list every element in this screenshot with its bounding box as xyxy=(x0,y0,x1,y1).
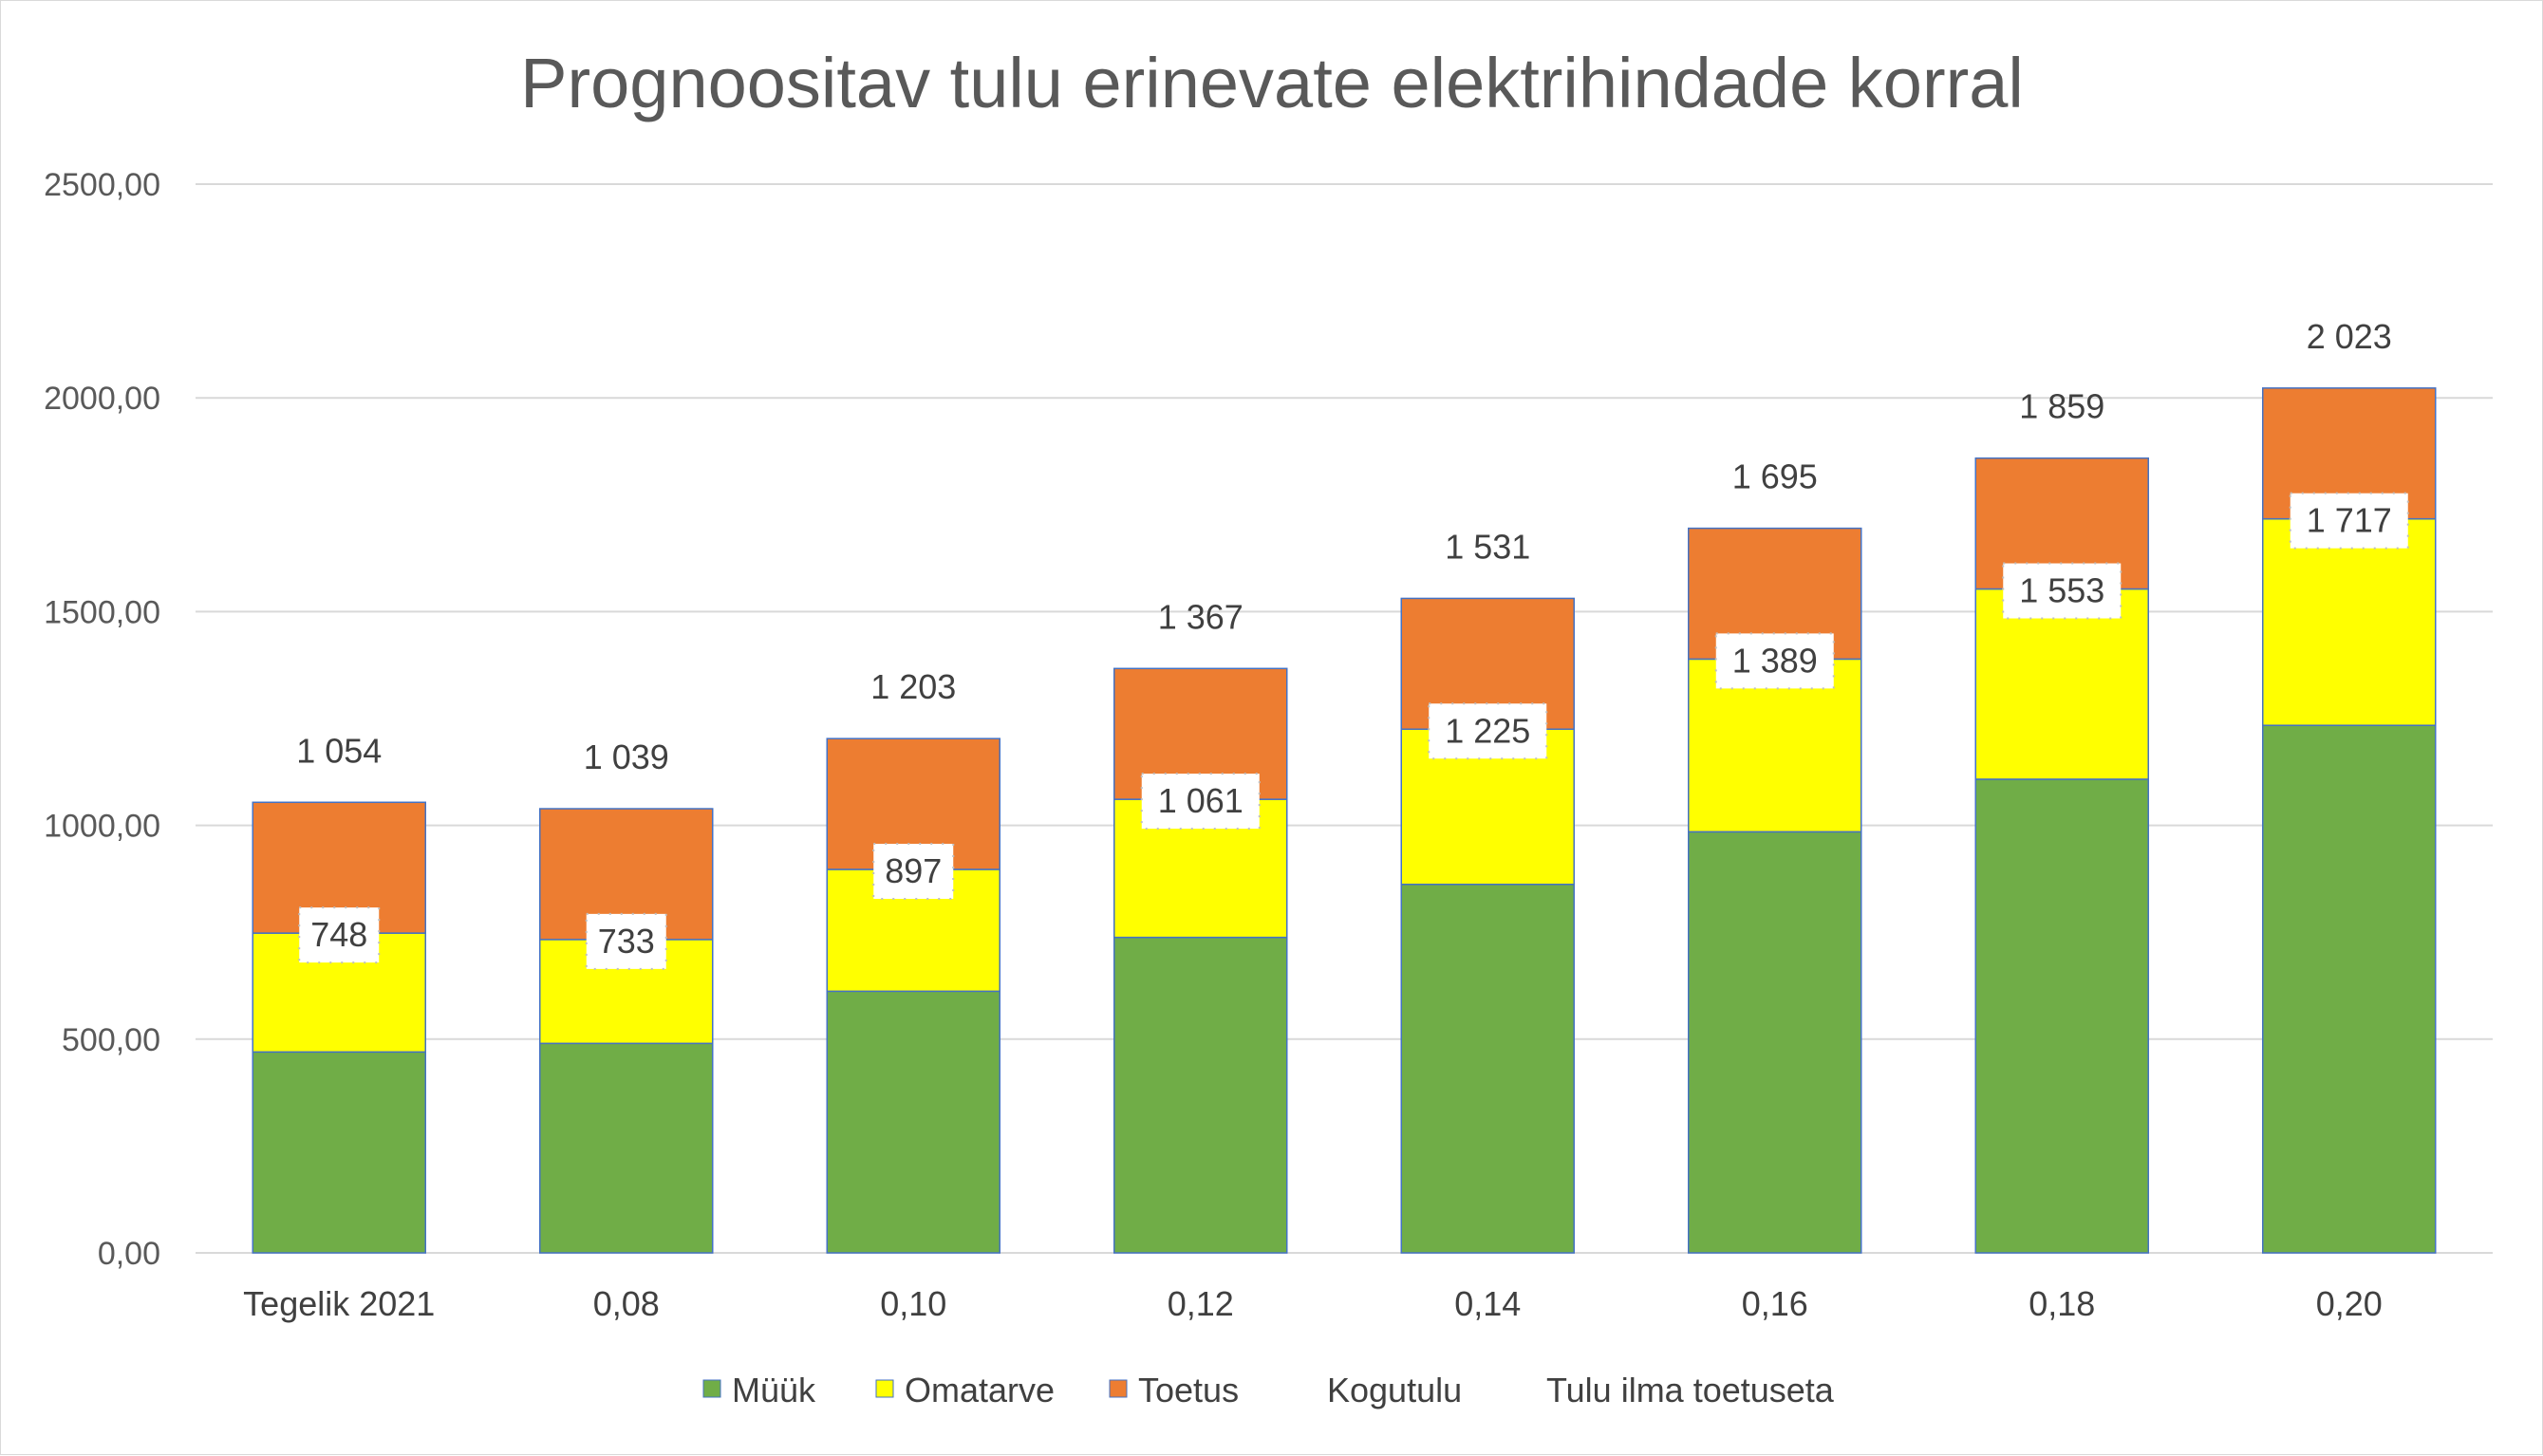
bar-segment-müük xyxy=(1688,831,1862,1254)
subtotal-label: 733 xyxy=(598,922,655,961)
subtotal-label: 1 553 xyxy=(2019,571,2104,610)
y-tick-label: 1000,00 xyxy=(44,809,160,845)
subtotal-label-box xyxy=(585,912,667,970)
subtotal-label: 897 xyxy=(885,851,942,890)
subtotal-label-box xyxy=(298,906,381,964)
legend-swatch xyxy=(702,1379,721,1398)
subtotal-label: 748 xyxy=(310,915,367,954)
subtotal-label: 1 389 xyxy=(1732,641,1818,680)
total-label: 1 695 xyxy=(1732,457,1818,496)
x-tick-label: 0,10 xyxy=(880,1284,946,1323)
y-tick-label: 0,00 xyxy=(98,1236,160,1272)
bar-segment-müük xyxy=(1113,936,1288,1254)
x-tick-label: 0,08 xyxy=(593,1284,660,1323)
subtotal-label: 1 061 xyxy=(1158,781,1243,820)
total-label: 1 531 xyxy=(1445,527,1530,566)
legend-label: Kogutulu xyxy=(1327,1371,1462,1409)
total-label: 1 367 xyxy=(1158,597,1243,636)
y-tick-label: 2000,00 xyxy=(44,381,160,417)
legend-swatch xyxy=(875,1379,894,1398)
subtotal-label-box xyxy=(1140,773,1261,831)
x-tick-label: 0,18 xyxy=(2029,1284,2095,1323)
x-tick-label: 0,14 xyxy=(1454,1284,1521,1323)
total-label: 1 039 xyxy=(584,737,669,776)
subtotal-label: 1 717 xyxy=(2307,501,2392,540)
legend-label: Toetus xyxy=(1138,1371,1239,1409)
total-label: 1 203 xyxy=(870,667,956,706)
bar-segment-müük xyxy=(1974,778,2149,1254)
legend-label: Tulu ilma toetuseta xyxy=(1546,1371,1835,1409)
bar-segment-müük xyxy=(2262,724,2437,1254)
chart-title: Prognoositav tulu erinevate elektrihinda… xyxy=(520,44,2024,122)
legend-label: Müük xyxy=(732,1371,816,1409)
subtotal-label-box xyxy=(1428,702,1548,760)
bar-segment-omatarve xyxy=(1974,588,2149,780)
subtotal-label-box xyxy=(872,842,955,900)
x-tick-label: Tegelik 2021 xyxy=(243,1284,435,1323)
bars xyxy=(252,387,2437,1254)
x-tick-label: 0,20 xyxy=(2316,1284,2383,1323)
subtotal-label-box xyxy=(1714,632,1835,690)
x-axis-ticks: Tegelik 2021 0,08 0,10 0,12 0,14 0,16 0,18 0,20 xyxy=(243,1284,2383,1323)
x-tick-label: 0,12 xyxy=(1168,1284,1234,1323)
bar-segment-omatarve xyxy=(2262,517,2437,726)
legend-label: Omatarve xyxy=(905,1371,1055,1409)
total-label: 1 054 xyxy=(296,731,382,770)
bar-segment-müük xyxy=(539,1042,714,1254)
subtotal-label: 1 225 xyxy=(1445,711,1530,750)
y-tick-label: 500,00 xyxy=(62,1022,160,1058)
legend-swatch xyxy=(1109,1379,1128,1398)
data-labels: 1 054 748 1 039 733 1 203 897 1 367 1 061 1 531 1… xyxy=(296,317,2409,970)
y-tick-label: 2500,00 xyxy=(44,167,160,203)
bar-segment-müük xyxy=(826,990,1000,1254)
y-axis-ticks: 0,00 500,00 1000,00 1500,00 2000,00 2500,00 xyxy=(44,167,160,1272)
legend: Müük Omatarve Toetus Kogutulu Tulu ilma toet… xyxy=(702,1371,1835,1409)
y-tick-label: 1500,00 xyxy=(44,594,160,630)
total-label: 1 859 xyxy=(2019,387,2104,426)
x-tick-label: 0,16 xyxy=(1742,1284,1808,1323)
bar-segment-müük xyxy=(252,1051,426,1254)
total-label: 2 023 xyxy=(2307,317,2392,356)
subtotal-label-box xyxy=(2289,492,2409,550)
bar-segment-müük xyxy=(1400,884,1575,1254)
subtotal-label-box xyxy=(2002,562,2122,620)
